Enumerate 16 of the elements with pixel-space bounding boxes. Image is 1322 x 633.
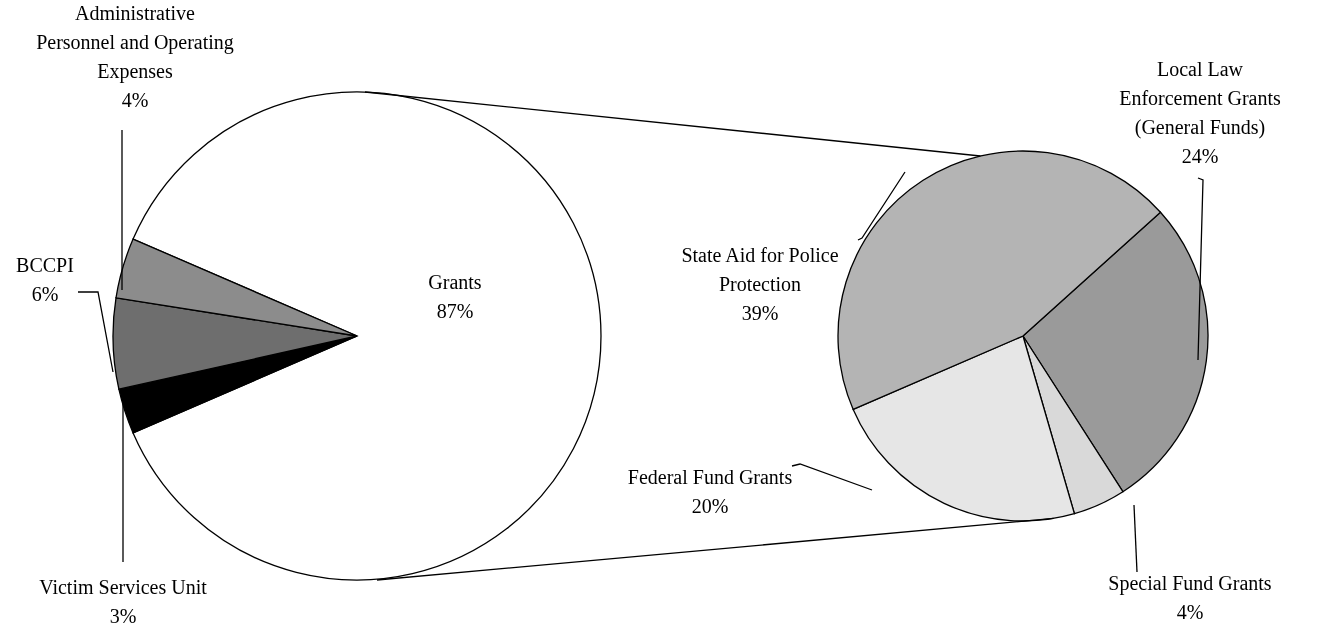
data-label: 87% (436, 300, 474, 323)
data-label: 4% (121, 89, 149, 112)
data-label: 3% (109, 605, 137, 628)
slice-label: State Aid for Police Protection (681, 244, 839, 296)
slice-label: BCCPI (16, 254, 74, 277)
slice-label: Victim Services Unit (39, 576, 208, 599)
data-label: 39% (741, 302, 779, 325)
slice-label: Grants (428, 271, 482, 294)
data-label: 20% (691, 495, 729, 518)
slice-label: Special Fund Grants (1108, 572, 1272, 596)
data-label: 6% (31, 283, 59, 306)
slice-label: Local Law Enforcement Grants (General Funds) (1119, 58, 1282, 140)
data-label: 4% (1176, 601, 1204, 624)
legend-label: Federal Fund Grants (627, 466, 793, 489)
data-label: 24% (1181, 145, 1219, 168)
slice-label: Administrative Personnel and Operating Expenses (36, 2, 234, 84)
